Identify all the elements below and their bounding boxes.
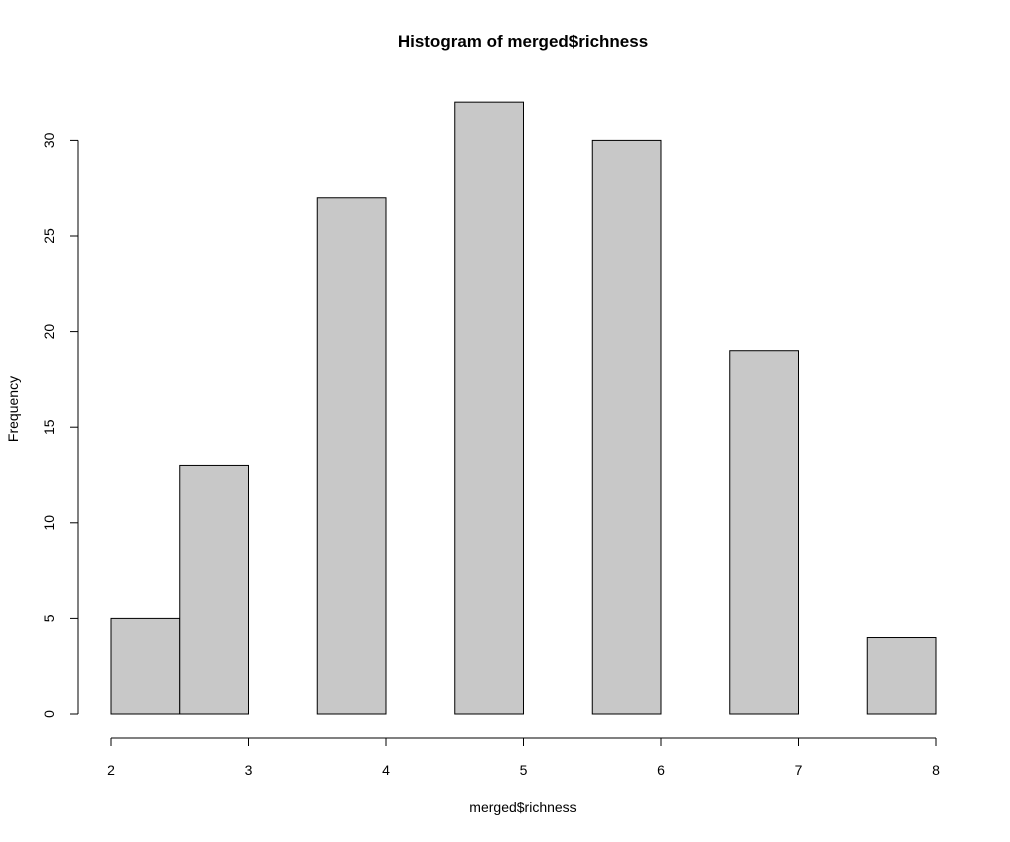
y-tick-label: 0 (41, 710, 57, 718)
x-axis-label: merged$richness (469, 799, 576, 815)
histogram-bar-10 (729, 350, 799, 715)
histogram-bar-8 (591, 139, 662, 715)
histogram-bar-4 (316, 197, 387, 715)
y-tick-label: 30 (41, 132, 57, 148)
x-axis: 2 3 4 5 6 7 8 (107, 737, 940, 778)
histogram-bar-2 (179, 464, 249, 715)
x-tick-label: 5 (520, 762, 528, 778)
x-tick-label: 6 (657, 762, 665, 778)
y-tick-label: 15 (41, 419, 57, 435)
bars-layer (110, 101, 937, 715)
histogram-bar-1 (110, 617, 181, 715)
y-axis-label: Frequency (5, 376, 21, 442)
y-axis: 0 5 10 15 20 25 30 (41, 132, 79, 718)
x-tick-label: 7 (795, 762, 803, 778)
x-tick-label: 8 (932, 762, 940, 778)
y-tick-label: 20 (41, 324, 57, 340)
x-tick-label: 4 (382, 762, 390, 778)
y-tick-label: 5 (41, 614, 57, 622)
x-tick-label: 3 (245, 762, 253, 778)
histogram-bar-12 (866, 637, 937, 715)
histogram-bar-6 (454, 101, 524, 715)
x-tick-label: 2 (107, 762, 115, 778)
y-tick-label: 25 (41, 228, 57, 244)
y-tick-label: 10 (41, 515, 57, 531)
chart-title: Histogram of merged$richness (398, 32, 648, 51)
